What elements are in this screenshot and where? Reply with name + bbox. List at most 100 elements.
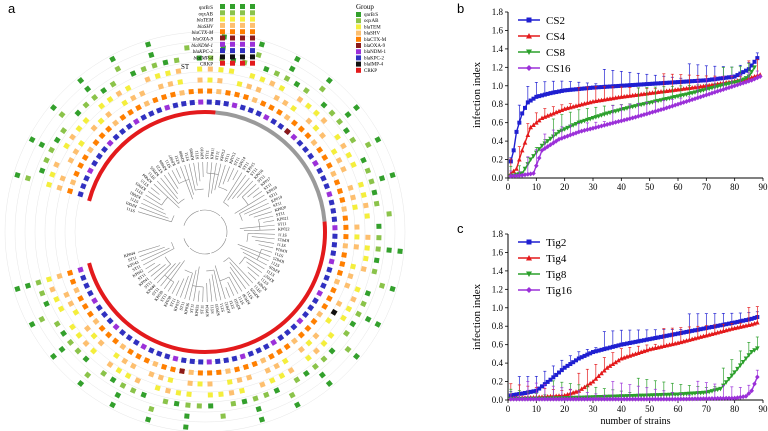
data-point [684,396,689,402]
gene-ring-square [69,278,77,285]
gene-ring-square [318,132,327,140]
tree-leaf-label: KP041 [138,276,150,287]
ring-legend-swatch [220,22,225,28]
gene-ring-square [355,310,362,318]
gene-ring-square [247,350,255,357]
data-point [557,89,561,94]
gene-ring-square [162,59,169,66]
data-point [553,132,559,137]
tree-leaf-label: KP015 [245,161,256,173]
gene-ring-square [283,127,291,136]
data-point [562,88,567,93]
data-point [681,93,686,98]
gene-ring-square [255,86,262,93]
gene-ring-square [296,96,304,103]
gene-ring-square [135,352,142,360]
data-point [710,324,714,329]
data-point [545,113,550,118]
data-point [568,87,573,92]
gene-ring-square [49,104,58,112]
gene-ring-square [350,295,357,303]
gene-ring-square [364,290,372,297]
gene-ring-square [109,55,116,63]
gene-ring-square [105,331,113,339]
data-point [723,82,729,87]
tree-branch [242,183,257,198]
data-point [520,391,525,396]
data-point [539,143,545,149]
tree-leaf-label: ST11 [274,251,284,258]
gene-ring-square [376,223,382,229]
gene-ring-square [56,273,63,280]
data-point [573,130,579,136]
data-point [752,381,757,387]
gene-ring-square [77,191,84,198]
gene-ring-square [129,362,137,370]
tree-leaf-label: KP009 [188,148,195,160]
tree-leaf-label: ST11 [168,297,176,307]
tree-leaf-label: ST11 [194,150,200,159]
group-legend-swatch [356,67,361,73]
tree-leaf-label: ST11 [245,290,254,300]
gene-ring-square [343,224,349,230]
data-point [590,125,596,131]
x-tick-label: 90 [759,182,768,192]
gene-ring-square [35,279,42,286]
tree-branch [258,215,274,220]
data-point [551,90,556,95]
gene-ring-square [73,286,80,294]
data-point [698,390,703,396]
y-tick-label: 1.0 [492,303,504,313]
data-point [667,392,672,398]
data-point [670,95,675,101]
data-point [681,396,686,402]
data-point [681,79,686,84]
gene-ring-square [60,127,68,135]
gene-ring-square [273,70,281,77]
gene-ring-square [81,303,89,310]
data-point [695,396,701,402]
gene-ring-square [258,41,266,48]
gene-ring-square [353,244,360,250]
gene-ring-square [112,133,120,141]
gene-ring-square [310,317,318,325]
gene-ring-square [175,68,182,75]
gene-ring-square [259,357,267,364]
gene-ring-square [58,345,66,353]
gene-ring-square [360,266,367,273]
tree-leaf-label: KP040 [145,283,157,295]
chart-panel-c: 0.0 0.2 0.4 0.6 0.8 1.0 1.2 1.4 1.6 1.8 0 10 20 30 40 5… [471,229,768,427]
tree-leaf-label: KP005 [149,165,160,177]
gene-ring-square [343,234,349,240]
tree-leaf-label: ST11 [237,295,246,305]
ring-legend-swatch [220,16,225,22]
group-legend-title: Group [356,3,374,11]
y-tick-label: 0.0 [492,173,504,183]
group-legend-swatch [356,61,361,67]
gene-ring-square [339,142,347,150]
gene-ring-square [66,269,74,277]
gene-ring-square [164,387,171,394]
data-point [738,363,743,368]
st-ring-label: ST [181,63,190,71]
data-point [579,119,584,125]
ring-legend-label: blaTEM [197,19,214,24]
tree-leaf-label: ST11 [159,292,168,302]
data-point [658,98,664,103]
ring-legend-swatch [240,29,245,35]
data-point [539,115,545,121]
gene-ring-square [157,374,164,381]
ring-legend-label: oqxAB [199,12,214,17]
data-point [729,373,735,379]
tree-branch [156,263,176,284]
ring-legend-label: blaIMP-4 [194,56,214,61]
group-legend-label: blaCTX-M [364,38,387,43]
gene-ring-square [297,345,305,354]
data-point [585,352,590,357]
data-point [636,82,641,87]
gene-ring-square [167,377,174,384]
tree-clade-arc [206,172,219,175]
gene-ring-square [318,85,326,93]
tree-leaf-label: KP010 [199,147,204,159]
gene-ring-square [112,352,120,360]
